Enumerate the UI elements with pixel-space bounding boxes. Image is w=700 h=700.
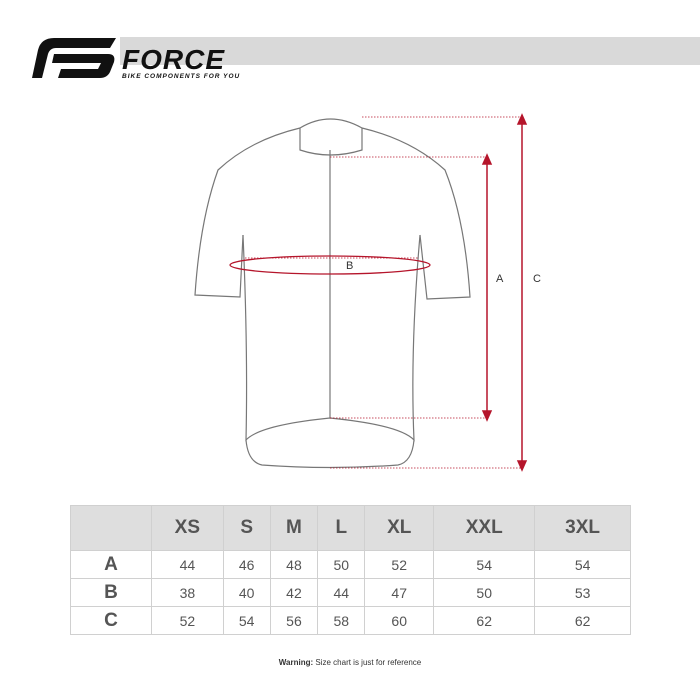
header-cell bbox=[70, 505, 152, 551]
cell: 60 bbox=[364, 606, 435, 635]
brand-name: FORCE bbox=[122, 44, 225, 75]
header-cell: M bbox=[269, 505, 319, 551]
table-row: C 52 54 56 58 60 62 62 bbox=[70, 606, 631, 635]
header-cell: XL bbox=[364, 505, 435, 551]
cell: 56 bbox=[269, 606, 319, 635]
cell: 50 bbox=[433, 578, 536, 607]
row-label: A bbox=[70, 550, 152, 579]
cell: 46 bbox=[222, 550, 271, 579]
header-band bbox=[120, 37, 700, 65]
measure-lines bbox=[229, 113, 528, 472]
cell: 44 bbox=[151, 550, 224, 579]
warning-note: Warning: Size chart is just for referenc… bbox=[0, 658, 700, 667]
force-logo-icon bbox=[32, 38, 116, 78]
header-cell: 3XL bbox=[534, 505, 631, 551]
cell: 47 bbox=[364, 578, 435, 607]
cell: 44 bbox=[317, 578, 366, 607]
header-cell: XXL bbox=[433, 505, 536, 551]
table-row: B 38 40 42 44 47 50 53 bbox=[70, 578, 631, 607]
cell: 50 bbox=[317, 550, 366, 579]
cell: 53 bbox=[534, 578, 631, 607]
jersey-outline bbox=[194, 118, 471, 469]
label-c: C bbox=[533, 273, 541, 285]
size-table: XS S M L XL XXL 3XL A 44 46 48 50 52 54 … bbox=[70, 505, 631, 635]
cell: 62 bbox=[433, 606, 536, 635]
cell: 58 bbox=[317, 606, 366, 635]
label-b: B bbox=[346, 260, 353, 272]
cell: 52 bbox=[364, 550, 435, 579]
cell: 62 bbox=[534, 606, 631, 635]
brand-tagline: BIKE COMPONENTS FOR YOU bbox=[122, 73, 241, 80]
cell: 38 bbox=[151, 578, 224, 607]
cell: 48 bbox=[269, 550, 319, 579]
row-label: B bbox=[70, 578, 152, 607]
header-cell: XS bbox=[151, 505, 224, 551]
header-cell: L bbox=[317, 505, 366, 551]
header-row: XS S M L XL XXL 3XL bbox=[70, 505, 631, 551]
cell: 40 bbox=[222, 578, 271, 607]
cell: 54 bbox=[222, 606, 271, 635]
header-cell: S bbox=[222, 505, 271, 551]
warning-text: Size chart is just for reference bbox=[315, 658, 422, 667]
label-a: A bbox=[496, 273, 504, 285]
row-label: C bbox=[70, 606, 152, 635]
table-row: A 44 46 48 50 52 54 54 bbox=[70, 550, 631, 579]
cell: 54 bbox=[534, 550, 631, 579]
cell: 54 bbox=[433, 550, 536, 579]
cell: 42 bbox=[269, 578, 319, 607]
cell: 52 bbox=[151, 606, 224, 635]
jersey-diagram: B A C bbox=[194, 113, 541, 472]
warning-label: Warning: bbox=[278, 658, 314, 667]
